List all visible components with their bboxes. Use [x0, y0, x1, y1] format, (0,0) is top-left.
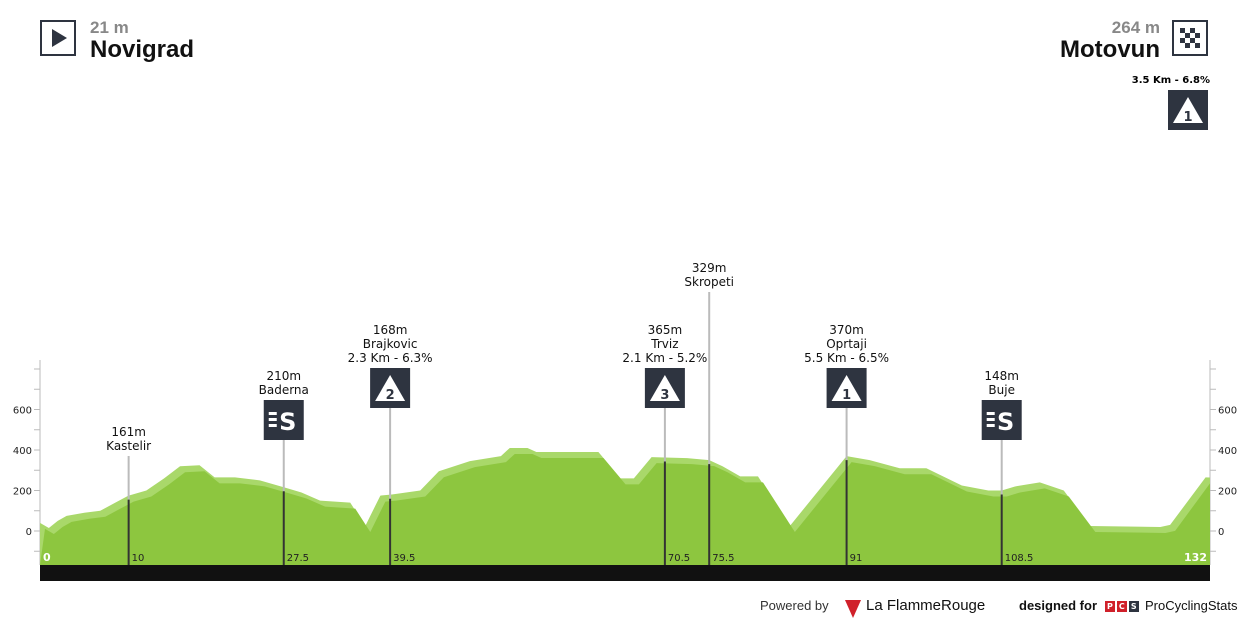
km-label: 108.5 [1005, 553, 1034, 564]
y-tick-label-right: 0 [1218, 527, 1224, 538]
km-label-end: 132 [1184, 551, 1207, 564]
km-label: 10 [132, 553, 145, 564]
point-altitude: 210m [266, 369, 301, 383]
checkered-flag-icon [1172, 20, 1208, 56]
point-name: Baderna [259, 383, 309, 397]
y-tick-label-right: 200 [1218, 487, 1237, 498]
point-name: Oprtaji [826, 337, 867, 351]
finish-header: 264 m Motovun [1060, 18, 1160, 62]
powered-by: Powered by [760, 598, 829, 613]
km-label-start: 0 [43, 551, 51, 564]
mountain-icon [375, 375, 406, 401]
mountain-icon [649, 375, 680, 401]
flamme-rouge-logo [845, 600, 861, 618]
point-altitude: 329m [692, 261, 727, 275]
sprint-line [268, 424, 277, 427]
sprint-line [986, 418, 995, 421]
km-label: 39.5 [393, 553, 415, 564]
point-name: Buje [988, 383, 1015, 397]
km-label: 75.5 [712, 553, 734, 564]
point-altitude: 365m [648, 323, 683, 337]
y-tick-label-right: 600 [1218, 406, 1237, 417]
climb-category: 1 [842, 388, 851, 403]
mountain-icon [831, 375, 862, 401]
sprint-letter: S [997, 408, 1014, 436]
start-city: Novigrad [90, 36, 195, 63]
point-name: Skropeti [684, 275, 734, 289]
point-climb-info: 5.5 Km - 6.5% [804, 351, 889, 365]
y-tick-label-left: 400 [13, 446, 32, 457]
sprint-line [268, 412, 277, 415]
point-climb-info: 2.3 Km - 6.3% [348, 351, 433, 365]
y-tick-label-left: 600 [13, 406, 32, 417]
y-tick-label-left: 0 [26, 527, 32, 538]
point-name: Brajkovic [363, 337, 418, 351]
y-tick-label-left: 200 [13, 487, 32, 498]
sprint-line [986, 412, 995, 415]
pcs-name: ProCyclingStats [1145, 598, 1238, 613]
point-altitude: 370m [829, 323, 864, 337]
play-icon [40, 20, 76, 56]
point-name: Kastelir [106, 439, 151, 453]
finish-climb-label: 3.5 Km - 6.8% [1131, 75, 1210, 86]
svg-text:1: 1 [1183, 110, 1192, 125]
finish-altitude: 264 m [1111, 18, 1160, 37]
brand-name: La FlammeRouge [866, 597, 986, 614]
climb-category: 2 [386, 388, 395, 403]
start-header: 21 m Novigrad [90, 18, 194, 62]
finish-climb-icon: 1 [1168, 90, 1208, 130]
finish-city: Motovun [1060, 36, 1160, 63]
profile-area [40, 453, 1210, 565]
point-altitude: 148m [984, 369, 1019, 383]
pcs-logo: PCS [1105, 601, 1139, 612]
point-climb-info: 2.1 Km - 5.2% [622, 351, 707, 365]
km-label: 27.5 [287, 553, 309, 564]
start-altitude: 21 m [90, 18, 129, 37]
sprint-line [986, 424, 995, 427]
point-altitude: 161m [111, 425, 146, 439]
sprint-line [268, 418, 277, 421]
distance-bar [40, 565, 1210, 581]
designed-for: designed for [1019, 598, 1098, 613]
climb-category: 3 [660, 388, 669, 403]
y-tick-label-right: 400 [1218, 446, 1237, 457]
sprint-letter: S [279, 408, 296, 436]
point-name: Trviz [650, 337, 678, 351]
km-label: 70.5 [668, 553, 690, 564]
point-altitude: 168m [373, 323, 408, 337]
km-label: 91 [850, 553, 863, 564]
